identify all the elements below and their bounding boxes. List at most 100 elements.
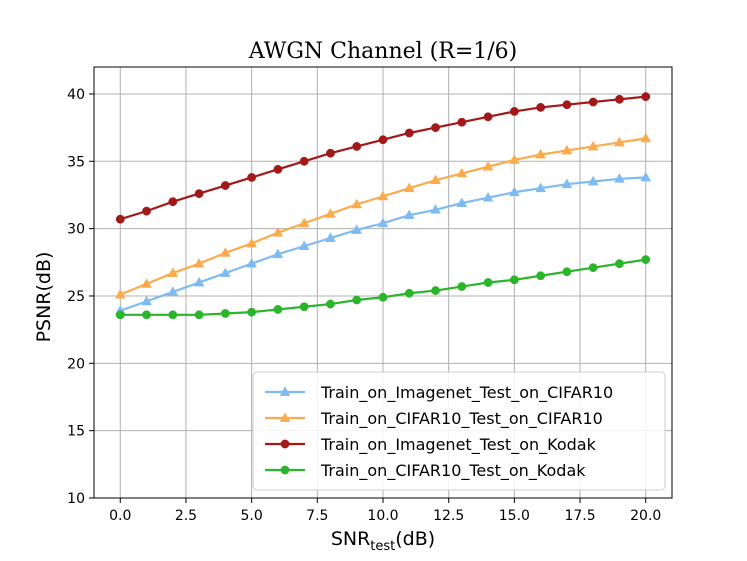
data-point [246, 237, 258, 248]
tick-layer: 0.0 2.5 5.0 7.5 10.0 12.5 15.0 17.5 20.0 10 15 20 25… [67, 87, 661, 524]
x-axis-label-main: SNR [331, 528, 370, 550]
data-point [167, 286, 179, 296]
legend-marker [279, 386, 291, 396]
x-axis-label: SNRtest(dB) [331, 528, 435, 554]
data-point [299, 156, 309, 166]
data-point [219, 267, 231, 277]
data-point [430, 174, 441, 185]
data-point [377, 190, 389, 201]
data-point [587, 140, 599, 151]
series-4 [115, 255, 651, 320]
data-point [509, 107, 519, 116]
data-point [614, 173, 625, 183]
data-point [193, 276, 205, 287]
x-tick-label: 5.0 [241, 508, 263, 524]
x-tick-label: 7.5 [306, 508, 328, 524]
data-point [142, 310, 151, 320]
data-point [641, 92, 651, 102]
data-point [273, 164, 283, 174]
x-tick-label: 2.5 [175, 508, 197, 524]
data-point [326, 148, 335, 158]
data-point [220, 309, 230, 318]
data-point [351, 224, 363, 234]
data-point [536, 102, 546, 112]
data-point [325, 232, 336, 242]
x-axis-label-suffix: (dB) [395, 528, 435, 550]
legend-label: Train_on_Imagenet_Test_on_CIFAR10 [320, 383, 613, 403]
data-point [403, 182, 415, 193]
series-2 [114, 132, 652, 299]
data-point [561, 144, 573, 155]
data-point [142, 206, 151, 216]
data-point [588, 97, 598, 107]
y-tick-label: 35 [67, 154, 85, 170]
data-point [535, 182, 547, 193]
data-point [430, 204, 441, 214]
data-point [115, 310, 125, 320]
legend: Train_on_Imagenet_Test_on_CIFAR10 Train_o… [252, 371, 666, 491]
data-point [247, 307, 257, 317]
data-point [562, 100, 572, 110]
data-point [640, 132, 652, 143]
data-point [431, 286, 440, 295]
data-point [587, 175, 599, 186]
data-point [351, 198, 363, 209]
data-point [247, 173, 257, 182]
data-point [508, 186, 520, 197]
data-point [535, 148, 547, 159]
data-point [168, 197, 178, 207]
data-point [219, 247, 231, 257]
series-layer [114, 92, 652, 320]
data-point [194, 310, 204, 320]
y-tick-label: 15 [67, 424, 85, 440]
data-point [114, 288, 126, 299]
data-point [220, 181, 230, 190]
legend-marker [280, 439, 290, 449]
data-point [562, 267, 572, 277]
data-point [457, 117, 467, 127]
legend-box [252, 371, 666, 491]
data-point [641, 255, 651, 265]
data-point [168, 310, 178, 320]
data-point [298, 217, 310, 228]
data-point [141, 278, 152, 288]
legend-item-3: Train_on_Imagenet_Test_on_Kodak [265, 435, 597, 455]
x-tick-label: 15.0 [499, 508, 530, 524]
legend-label: Train_on_CIFAR10_Test_on_CIFAR10 [320, 409, 603, 429]
data-point [194, 189, 204, 199]
data-point [509, 275, 519, 285]
data-point [325, 208, 336, 218]
data-point [404, 288, 414, 298]
data-point [483, 112, 493, 122]
data-point [482, 191, 494, 202]
y-axis-label: PSNR(dB) [33, 252, 55, 343]
x-tick-label: 10.0 [367, 508, 398, 524]
x-tick-label: 0.0 [109, 508, 131, 524]
data-point [273, 305, 283, 314]
y-tick-label: 10 [67, 491, 85, 507]
data-point [298, 240, 310, 251]
data-point [615, 94, 624, 104]
legend-label: Train_on_CIFAR10_Test_on_Kodak [320, 461, 586, 481]
data-point [378, 135, 388, 145]
y-tick-label: 25 [67, 289, 85, 305]
data-point [403, 209, 415, 220]
data-point [299, 302, 309, 312]
data-point [326, 299, 335, 309]
data-point [456, 167, 468, 178]
data-point [378, 292, 388, 302]
data-point [193, 257, 205, 268]
data-point [352, 295, 362, 305]
data-point [614, 136, 625, 147]
data-point [561, 178, 573, 189]
series-3 [115, 92, 651, 224]
data-point [457, 282, 467, 291]
y-tick-label: 30 [67, 222, 85, 238]
data-point [141, 295, 152, 306]
x-tick-label: 12.5 [433, 508, 464, 524]
data-point [483, 278, 493, 287]
legend-marker [280, 465, 290, 475]
chart-title: AWGN Channel (R=1/6) [248, 39, 518, 64]
y-tick-label: 40 [67, 87, 85, 103]
data-point [404, 128, 414, 138]
